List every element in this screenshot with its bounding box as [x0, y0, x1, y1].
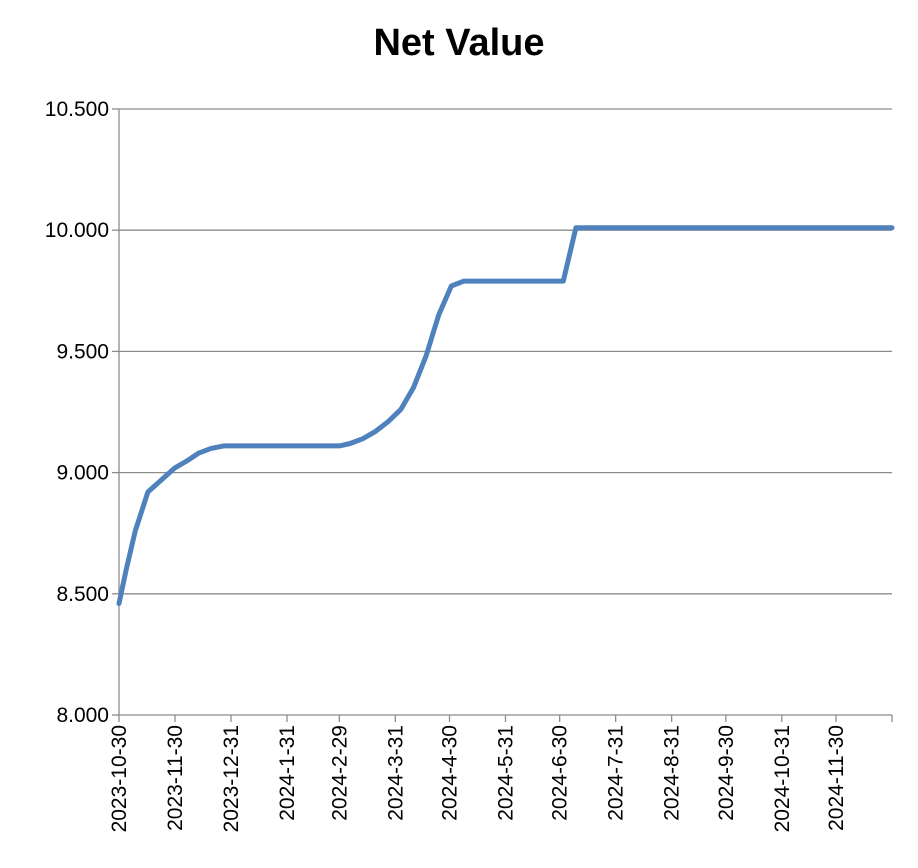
x-tick-label: 2023-10-30 [108, 725, 131, 832]
y-axis-ticks: 8.000 8.500 9.000 9.500 10.000 10.500 [45, 98, 109, 727]
x-tick-label: 2024-1-31 [276, 725, 299, 821]
x-tick-label: 2023-11-30 [164, 725, 187, 831]
y-tick-label: 9.000 [56, 462, 109, 485]
gridlines [119, 108, 892, 595]
x-tick-label: 2024-4-30 [439, 725, 462, 821]
x-tick-label: 2024-6-30 [549, 725, 572, 821]
y-tick-label: 10.000 [45, 219, 109, 242]
y-tick-label: 8.000 [56, 704, 109, 727]
x-tick-label: 2024-9-30 [715, 725, 738, 821]
x-tick-label: 2024-7-31 [605, 725, 628, 821]
x-tick-label: 2024-5-31 [495, 725, 518, 821]
x-axis-ticks: 2023-10-30 2023-11-30 2023-12-31 2024-1-31 2… [108, 725, 848, 832]
x-tick-label: 2024-8-31 [661, 725, 684, 821]
y-tick-label: 8.500 [56, 583, 109, 606]
axes [112, 108, 893, 722]
y-tick-label: 9.500 [56, 340, 109, 363]
series-group [116, 225, 895, 606]
x-tick-label: 2024-10-31 [771, 725, 794, 832]
chart-title: Net Value [373, 22, 545, 64]
x-tick-label: 2024-11-30 [825, 725, 848, 831]
series-line [116, 225, 895, 606]
y-tick-label: 10.500 [45, 98, 109, 121]
x-tick-label: 2024-3-31 [384, 725, 407, 821]
x-tick-label: 2023-12-31 [220, 725, 243, 832]
x-tick-label: 2024-2-29 [328, 725, 351, 821]
